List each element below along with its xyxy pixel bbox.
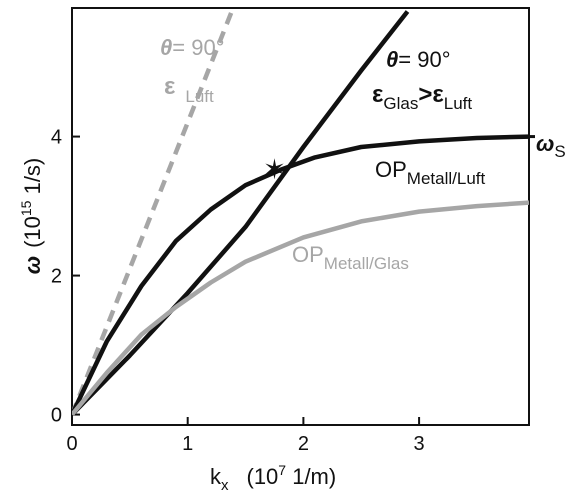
annotation-eps-glass-air: εGlas>εLuft — [372, 81, 472, 113]
x-tick-label: 3 — [414, 433, 425, 455]
annotation-theta-glass: θ= 90° — [386, 47, 451, 72]
axis-ticks: 0 1 2 3 0 2 4 — [51, 127, 425, 455]
intersection-marker: ✶ — [263, 153, 286, 186]
series-line-2 — [72, 134, 529, 416]
series-line-3 — [72, 200, 529, 417]
series-line-1 — [72, 10, 410, 417]
label-op-metal-glass: OPMetall/Glas — [292, 242, 409, 273]
series-layer — [72, 10, 529, 417]
label-omega-s: ωS — [536, 131, 566, 161]
y-axis-label: ω(1015 1/s) — [18, 158, 45, 275]
y-tick-label: 2 — [51, 266, 62, 288]
x-tick-label: 2 — [298, 433, 309, 455]
y-tick-label: 4 — [51, 127, 62, 149]
plot-frame — [71, 7, 530, 426]
x-axis-label: kx (107 1/m) — [210, 462, 336, 494]
annotation-theta-air: θ= 90° — [160, 35, 225, 60]
series-line-0 — [72, 10, 234, 416]
annotation-eps-air: ε Luft — [164, 73, 214, 106]
y-tick-label: 0 — [51, 405, 62, 427]
x-tick-label: 0 — [66, 433, 77, 455]
label-op-metal-air: OPMetall/Luft — [375, 157, 485, 188]
x-tick-label: 1 — [182, 433, 193, 455]
